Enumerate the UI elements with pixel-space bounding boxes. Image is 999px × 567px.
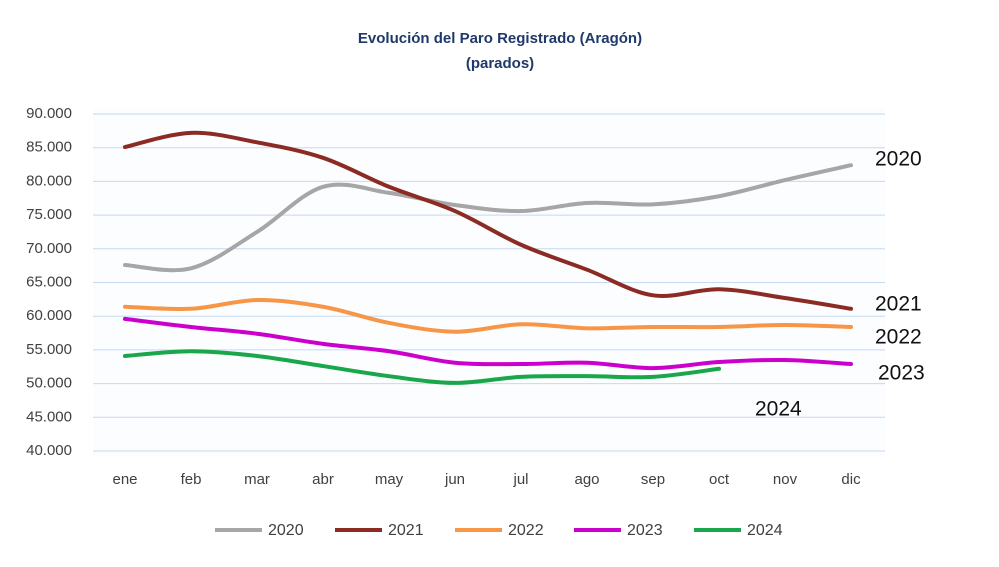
x-tick-label: dic bbox=[841, 471, 861, 488]
x-tick-label: ago bbox=[574, 471, 599, 488]
x-tick-label: jun bbox=[444, 471, 465, 488]
y-tick-label: 90.000 bbox=[26, 105, 72, 122]
legend-label: 2023 bbox=[627, 522, 663, 539]
legend-label: 2021 bbox=[388, 522, 424, 539]
y-tick-label: 80.000 bbox=[26, 172, 72, 189]
series-line bbox=[123, 349, 721, 385]
x-tick-label: oct bbox=[709, 471, 730, 488]
series-end-label: 2021 bbox=[875, 293, 922, 316]
y-tick-label: 85.000 bbox=[26, 139, 72, 156]
y-tick-label: 60.000 bbox=[26, 307, 72, 324]
legend-label: 2022 bbox=[508, 522, 544, 539]
x-tick-label: may bbox=[375, 471, 404, 488]
y-tick-label: 65.000 bbox=[26, 273, 72, 290]
series-line bbox=[123, 163, 853, 273]
y-tick-label: 45.000 bbox=[26, 408, 72, 425]
y-tick-label: 70.000 bbox=[26, 240, 72, 257]
x-tick-label: mar bbox=[244, 471, 270, 488]
y-tick-label: 75.000 bbox=[26, 206, 72, 223]
chart-subtitle: (parados) bbox=[466, 55, 534, 72]
x-tick-label: abr bbox=[312, 471, 334, 488]
series-end-label: 2023 bbox=[878, 362, 925, 385]
x-tick-label: ene bbox=[112, 471, 137, 488]
x-tick-label: sep bbox=[641, 471, 665, 488]
series-line bbox=[123, 130, 853, 311]
series-end-label: 2020 bbox=[875, 148, 922, 171]
y-tick-label: 50.000 bbox=[26, 375, 72, 392]
legend-label: 2024 bbox=[747, 522, 783, 539]
x-tick-label: feb bbox=[181, 471, 202, 488]
series-line bbox=[123, 316, 853, 371]
y-tick-label: 55.000 bbox=[26, 341, 72, 358]
y-tick-label: 40.000 bbox=[26, 442, 72, 459]
x-tick-label: jul bbox=[512, 471, 528, 488]
legend-label: 2020 bbox=[268, 522, 304, 539]
series-end-label: 2022 bbox=[875, 326, 922, 349]
chart-title: Evolución del Paro Registrado (Aragón) bbox=[358, 30, 642, 47]
series-end-label: 2024 bbox=[755, 398, 802, 421]
x-tick-label: nov bbox=[773, 471, 798, 488]
series-line bbox=[123, 298, 853, 334]
